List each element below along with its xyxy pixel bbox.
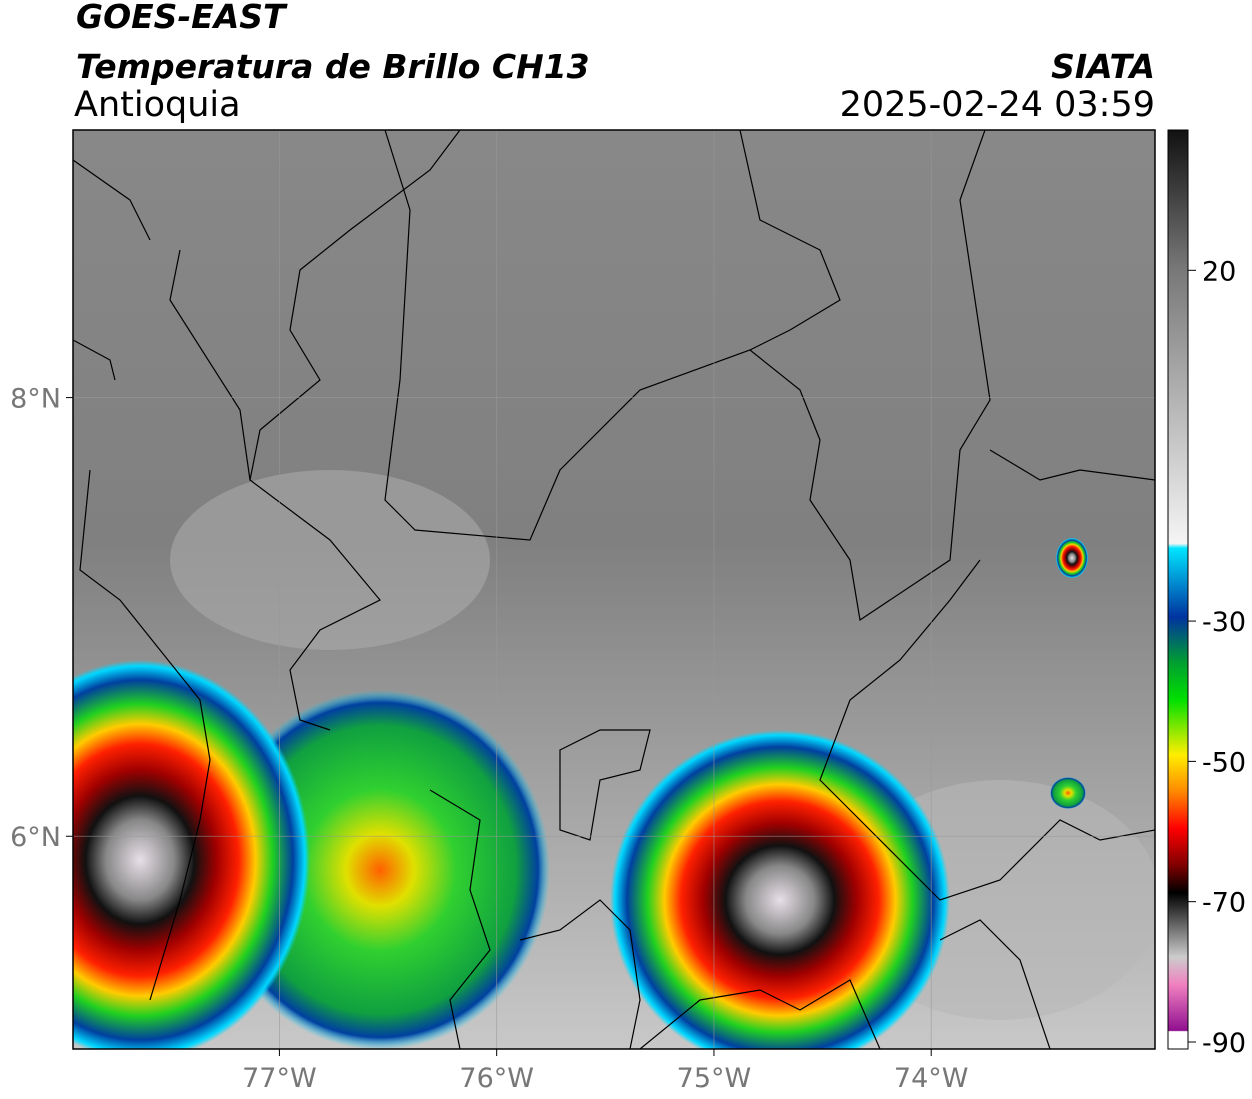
colorbar-tick-label: -90 — [1202, 1028, 1246, 1059]
y-tick-label: 8°N — [10, 384, 61, 415]
x-tick-label: 74°W — [894, 1063, 969, 1094]
datetime: 2025-02-24 03:59 — [840, 85, 1155, 125]
colorbar-tick-label: -70 — [1202, 888, 1246, 919]
y-tick-label: 6°N — [10, 822, 61, 853]
x-tick-label: 75°W — [677, 1063, 752, 1094]
x-tick-label: 76°W — [459, 1063, 534, 1094]
colorbar — [1167, 129, 1189, 1050]
region: Antioquia — [74, 85, 241, 125]
colorbar-tick-label: -30 — [1202, 607, 1246, 638]
colorbar-tick-label: -50 — [1202, 747, 1246, 778]
title: GOES-EAST — [76, 0, 288, 36]
grid — [73, 130, 1155, 1049]
subtitle: Temperatura de Brillo CH13 — [76, 47, 590, 86]
map-frame — [72, 129, 1156, 1050]
x-tick-label: 77°W — [242, 1063, 317, 1094]
satellite-image — [73, 130, 1155, 1049]
colorbar-tick-label: 20 — [1202, 256, 1236, 287]
source: SIATA — [1051, 47, 1155, 86]
